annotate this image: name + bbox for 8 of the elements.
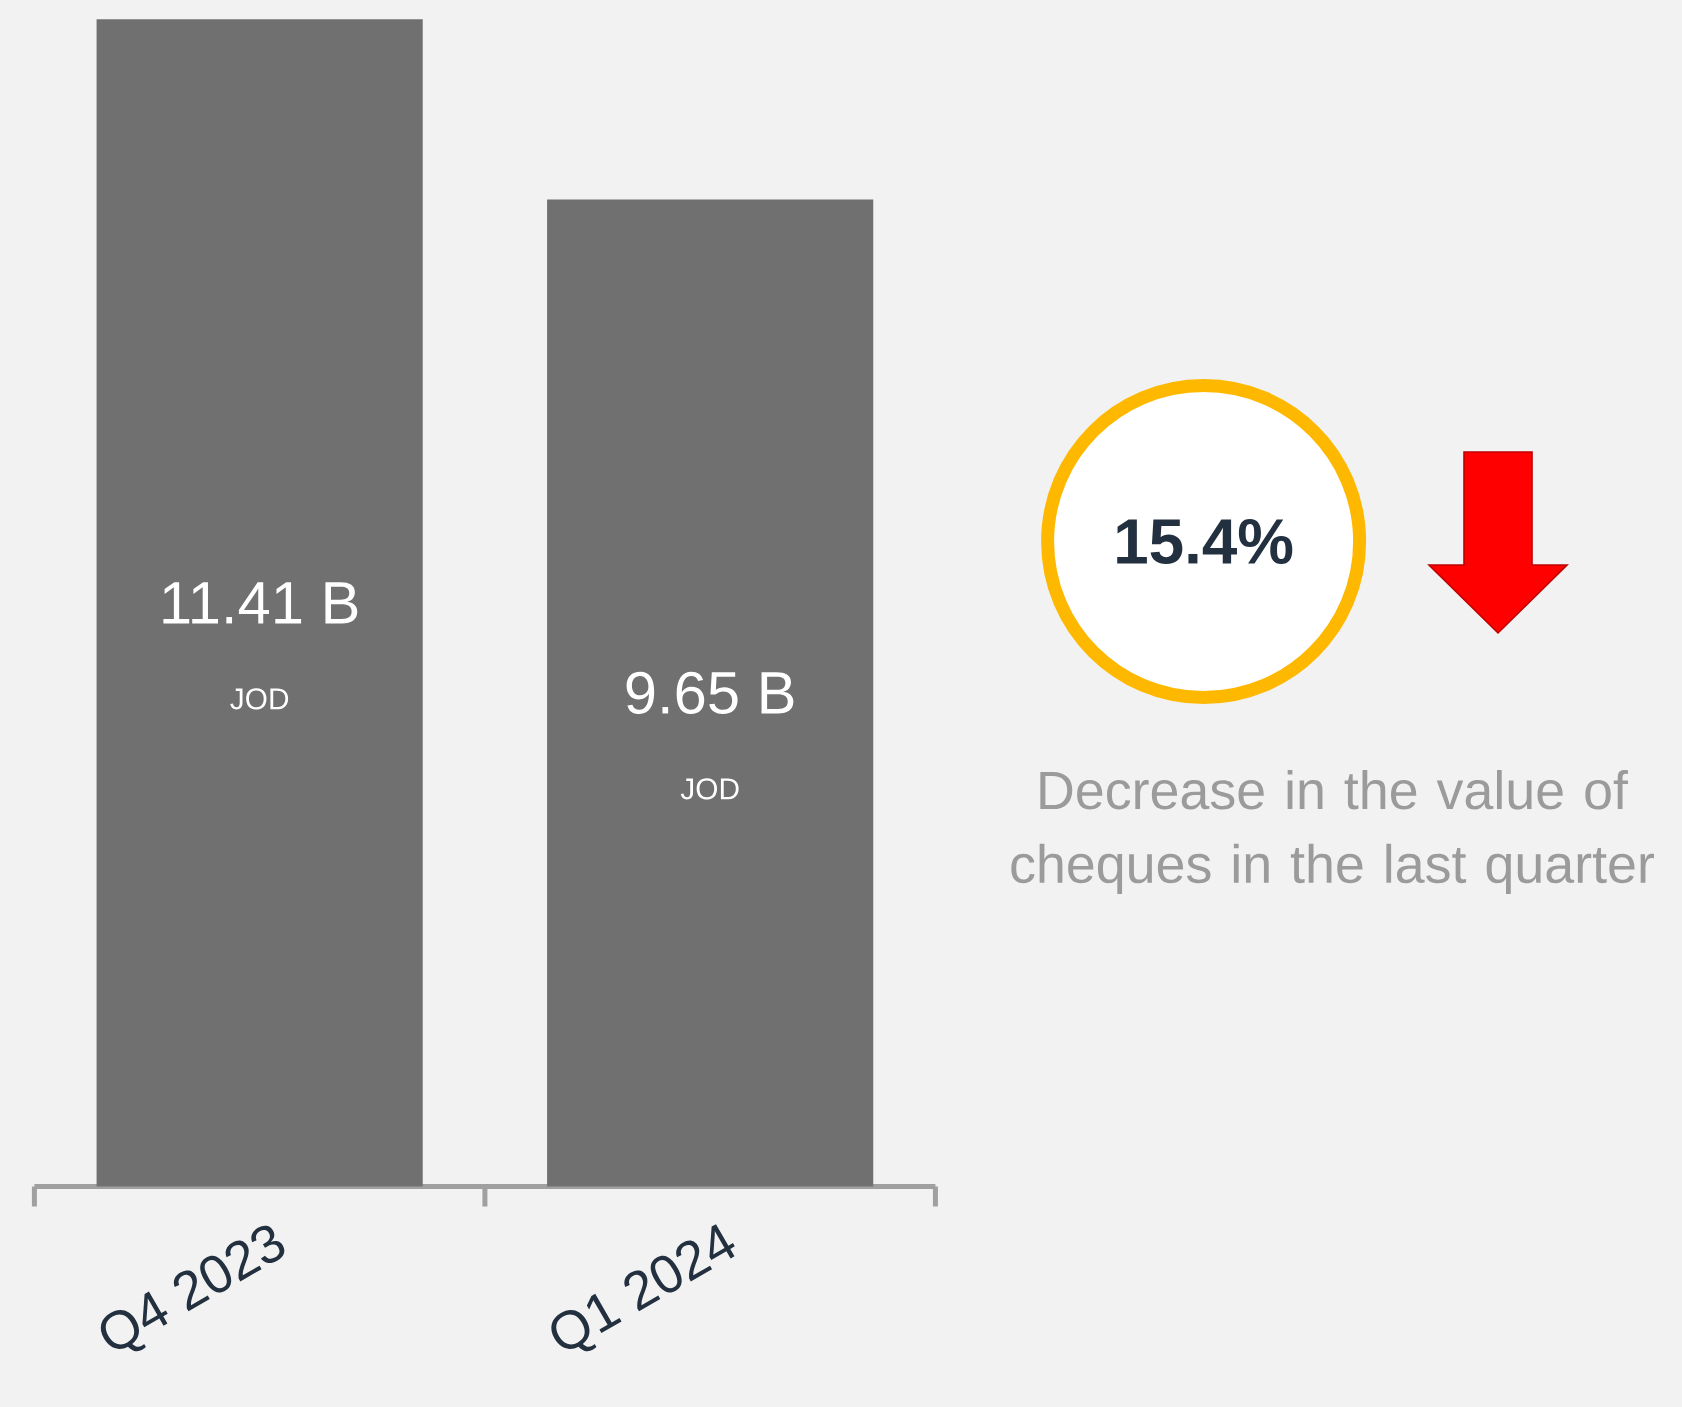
data-label: 9.65 B [626, 671, 794, 715]
data-label: 11.41 B [163, 582, 358, 624]
x-tick-label: Q1 2024 [551, 1224, 735, 1352]
text: Decrease in the value of cheques in the last quarter [1011, 770, 1654, 894]
x-tick-label: Q4 2023 [100, 1225, 285, 1352]
text: 15.4% [1117, 519, 1293, 565]
annotation: JOD [230, 688, 289, 710]
annotation: JOD [680, 778, 739, 800]
